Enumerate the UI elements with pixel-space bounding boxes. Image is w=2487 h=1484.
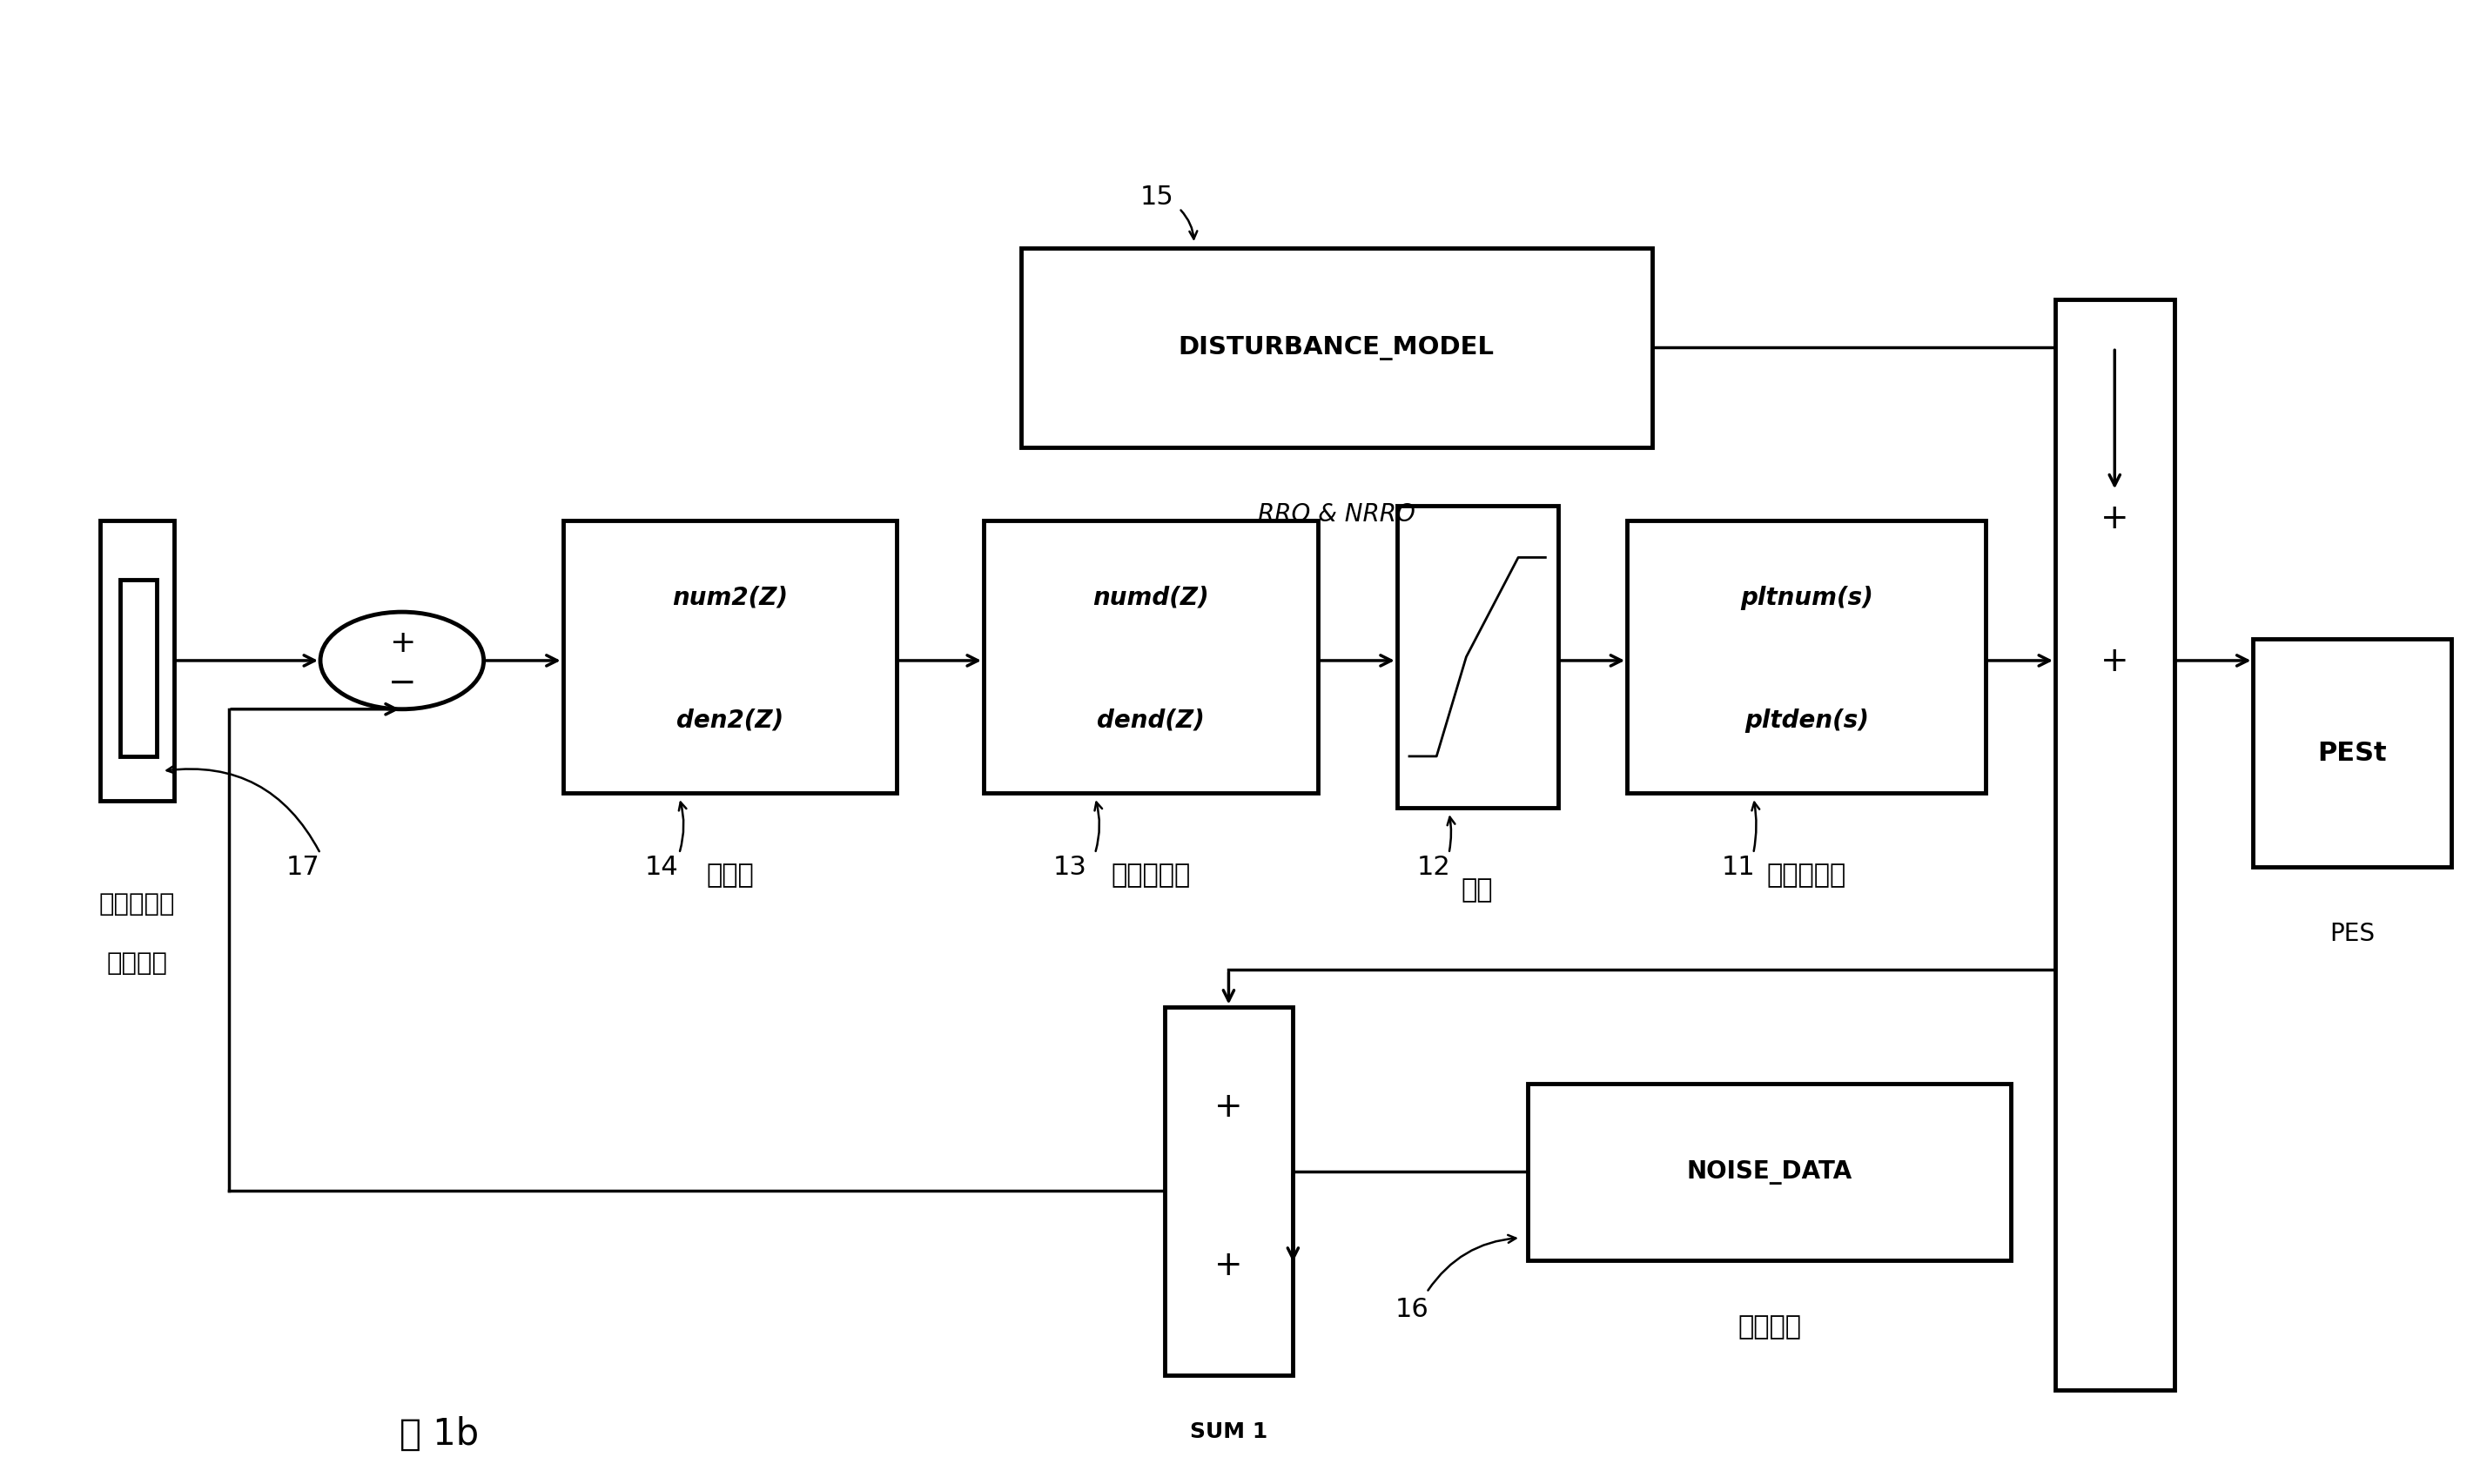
Text: numd(Z): numd(Z)	[1092, 585, 1209, 610]
Bar	[2253, 640, 2452, 867]
Text: dend(Z): dend(Z)	[1097, 708, 1204, 732]
Bar	[1164, 1008, 1293, 1374]
Text: 17: 17	[286, 855, 321, 880]
Text: 饱和: 饱和	[1462, 877, 1492, 902]
Text: 数字滤波器: 数字滤波器	[1112, 862, 1191, 887]
Bar	[1527, 1083, 2009, 1260]
Text: RRO & NRRO: RRO & NRRO	[1258, 502, 1415, 525]
Text: DISTURBANCE_MODEL: DISTURBANCE_MODEL	[1179, 335, 1495, 361]
Text: +: +	[1214, 1089, 1244, 1123]
Text: 13: 13	[1054, 855, 1087, 880]
Circle shape	[321, 613, 482, 709]
Text: 11: 11	[1721, 855, 1756, 880]
Text: den2(Z): den2(Z)	[676, 708, 783, 732]
Text: +: +	[2102, 502, 2129, 534]
Text: 15: 15	[1139, 186, 1174, 211]
Text: −: −	[388, 666, 415, 699]
Text: 12: 12	[1418, 855, 1450, 880]
Text: 16: 16	[1395, 1296, 1428, 1321]
Text: +: +	[388, 628, 415, 657]
Text: 噪声数据: 噪声数据	[1738, 1313, 1801, 1339]
Text: PESt: PESt	[2318, 741, 2388, 766]
Text: 参考轨迹: 参考轨迹	[107, 951, 167, 975]
Bar	[2054, 300, 2174, 1389]
Text: NOISE_DATA: NOISE_DATA	[1686, 1159, 1853, 1184]
Text: 阶跃输入或: 阶跃输入或	[99, 892, 174, 916]
Text: +: +	[2102, 644, 2129, 678]
Text: SUM 1: SUM 1	[1189, 1420, 1268, 1441]
Text: 14: 14	[644, 855, 679, 880]
Text: 致动器模型: 致动器模型	[1766, 862, 1845, 887]
Text: pltnum(s): pltnum(s)	[1741, 585, 1873, 610]
Bar	[99, 521, 174, 801]
Bar	[1626, 521, 1987, 794]
Text: 图 1b: 图 1b	[400, 1416, 480, 1451]
Text: pltden(s): pltden(s)	[1743, 708, 1868, 732]
Text: num2(Z): num2(Z)	[671, 585, 788, 610]
Bar	[985, 521, 1318, 794]
Text: 控制器: 控制器	[706, 862, 754, 887]
Bar	[1020, 249, 1651, 448]
Bar	[119, 580, 157, 757]
Bar	[562, 521, 898, 794]
Text: +: +	[1214, 1248, 1244, 1281]
Bar	[1398, 506, 1557, 809]
Text: PES: PES	[2330, 922, 2375, 945]
